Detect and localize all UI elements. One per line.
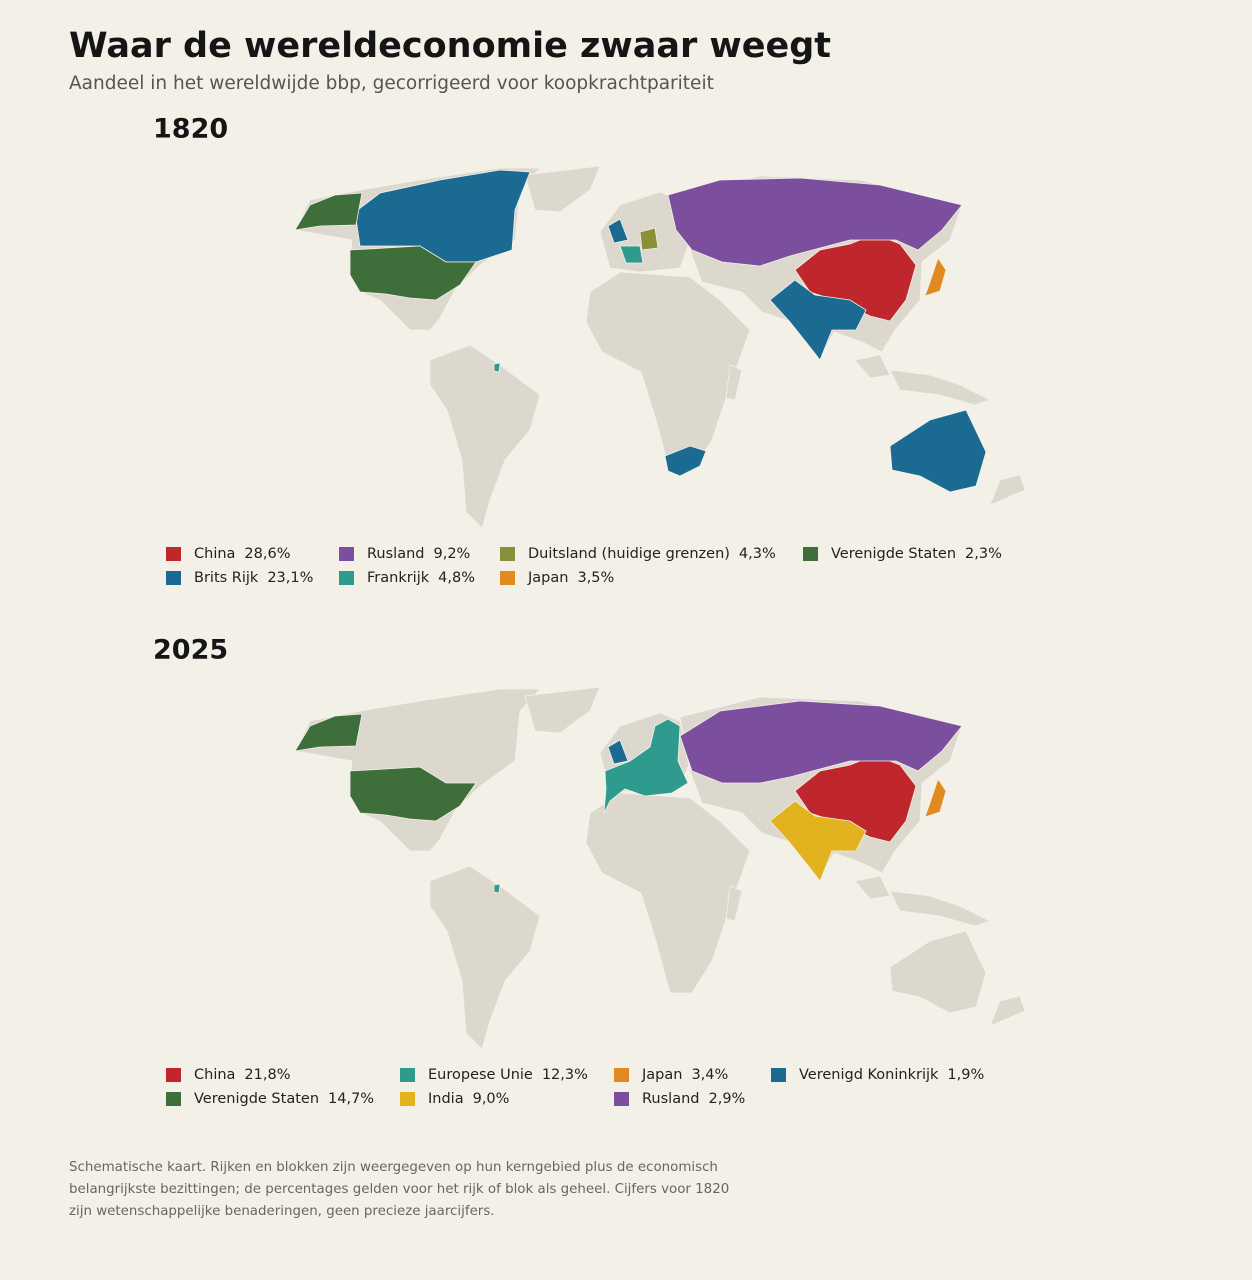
region — [619, 245, 644, 264]
legend-swatch — [771, 1068, 786, 1082]
region — [603, 718, 689, 814]
legend-value: 21,8% — [244, 1067, 290, 1083]
legend-entry: Frankrijk 4,8% — [367, 570, 475, 586]
region — [349, 766, 477, 822]
legend-name: Duitsland (huidige grenzen) — [528, 546, 730, 562]
region — [493, 883, 501, 894]
legend-swatch — [339, 547, 354, 561]
region — [493, 362, 501, 373]
legend-swatch — [166, 1092, 181, 1106]
legend-name: Verenigde Staten — [194, 1091, 319, 1107]
legend-entry: China 28,6% — [194, 546, 291, 562]
land — [854, 354, 992, 406]
legend-value: 28,6% — [244, 546, 290, 562]
region — [354, 169, 531, 263]
map-title: 2025 — [153, 635, 228, 666]
legend-name: China — [194, 1067, 235, 1083]
region — [769, 800, 867, 882]
legend-entry: Verenigde Staten 2,3% — [831, 546, 1002, 562]
legend-value: 9,2% — [433, 546, 470, 562]
region — [294, 713, 363, 752]
legend-value: 3,5% — [577, 570, 614, 586]
legend-entry: Verenigd Koninkrijk 1,9% — [799, 1067, 984, 1083]
legend-swatch — [803, 547, 818, 561]
legend-value: 2,3% — [965, 546, 1002, 562]
region — [664, 445, 707, 477]
land — [725, 885, 743, 922]
region — [667, 177, 963, 267]
region — [889, 409, 987, 493]
legend-entry: Brits Rijk 23,1% — [194, 570, 313, 586]
legend-entry: India 9,0% — [428, 1091, 509, 1107]
land — [429, 344, 541, 529]
legend-swatch — [400, 1068, 415, 1082]
legend-swatch — [614, 1092, 629, 1106]
legend-name: China — [194, 546, 235, 562]
land — [989, 474, 1026, 506]
page-title: Waar de wereldeconomie zwaar weegt — [69, 26, 831, 66]
legend-swatch — [500, 547, 515, 561]
region — [639, 227, 659, 251]
legend-swatch — [500, 571, 515, 585]
legend-name: Rusland — [367, 546, 424, 562]
legend-entry: Rusland 2,9% — [642, 1091, 745, 1107]
legend-name: Verenigde Staten — [831, 546, 956, 562]
map — [294, 165, 1026, 529]
legend-swatch — [339, 571, 354, 585]
legend-swatch — [400, 1092, 415, 1106]
land — [524, 686, 601, 734]
legend-entry: Verenigde Staten 14,7% — [194, 1091, 374, 1107]
legend-value: 9,0% — [473, 1091, 510, 1107]
region — [607, 218, 629, 244]
legend-entry: Europese Unie 12,3% — [428, 1067, 588, 1083]
land — [989, 995, 1026, 1027]
region — [924, 778, 947, 818]
legend-name: Verenigd Koninkrijk — [799, 1067, 939, 1083]
land — [524, 165, 601, 213]
legend-value: 4,3% — [739, 546, 776, 562]
legend-entry: Japan 3,4% — [641, 1067, 728, 1083]
legend-value: 1,9% — [947, 1067, 984, 1083]
legend-name: Europese Unie — [428, 1067, 533, 1083]
legend-name: Brits Rijk — [194, 570, 259, 586]
legend-value: 2,9% — [708, 1091, 745, 1107]
legend-name: India — [428, 1091, 464, 1107]
region — [769, 279, 867, 361]
map — [294, 686, 1026, 1050]
region — [349, 245, 477, 301]
legend-swatch — [166, 547, 181, 561]
land — [429, 865, 541, 1050]
legend-entry: Duitsland (huidige grenzen) 4,3% — [528, 546, 776, 562]
legend-name: Japan — [527, 570, 568, 586]
legend-entry: China 21,8% — [194, 1067, 291, 1083]
footnote: Schematische kaart. Rijken en blokken zi… — [69, 1160, 730, 1219]
land — [889, 930, 987, 1014]
legend-value: 14,7% — [328, 1091, 374, 1107]
land — [585, 792, 751, 994]
legend-name: Frankrijk — [367, 570, 430, 586]
legend-swatch — [166, 571, 181, 585]
legend-swatch — [614, 1068, 629, 1082]
land — [585, 271, 751, 473]
legend-name: Rusland — [642, 1091, 699, 1107]
legend-name: Japan — [641, 1067, 682, 1083]
maps: Waar de wereldeconomie zwaar weegt Aande… — [69, 26, 1026, 1107]
region — [924, 257, 947, 297]
land — [854, 875, 992, 927]
map-title: 1820 — [153, 114, 228, 145]
legend-value: 4,8% — [438, 570, 475, 586]
region — [294, 192, 363, 231]
legend-value: 23,1% — [267, 570, 313, 586]
legend-entry: Japan 3,5% — [527, 570, 614, 586]
land — [725, 364, 743, 401]
legend-entry: Rusland 9,2% — [367, 546, 470, 562]
legend-value: 12,3% — [542, 1067, 588, 1083]
region — [607, 739, 629, 765]
legend-value: 3,4% — [691, 1067, 728, 1083]
legend-swatch — [166, 1068, 181, 1082]
page-subtitle: Aandeel in het wereldwijde bbp, gecorrig… — [69, 73, 714, 94]
region — [679, 700, 963, 784]
